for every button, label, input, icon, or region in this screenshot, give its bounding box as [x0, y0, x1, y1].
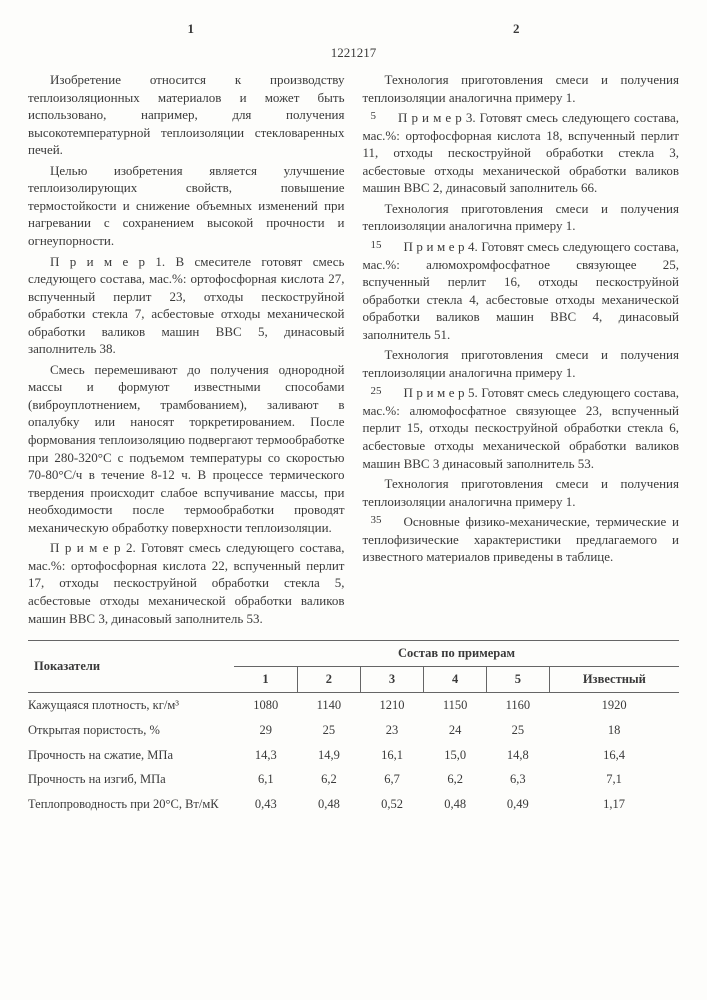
- cell: 24: [424, 718, 487, 743]
- cell: 6,2: [424, 767, 487, 792]
- cell: 16,4: [549, 743, 679, 768]
- th-col: 1: [234, 666, 298, 692]
- cell: 0,48: [424, 792, 487, 817]
- two-column-body: Изобретение относится к производству теп…: [28, 71, 679, 630]
- row-label: Открытая пористость, %: [28, 718, 234, 743]
- table-row: Кажущаяся плотность, кг/м³ 1080 1140 121…: [28, 692, 679, 717]
- cell: 18: [549, 718, 679, 743]
- table-row: Теплопроводность при 20°С, Вт/мК 0,43 0,…: [28, 792, 679, 817]
- cell: 6,1: [234, 767, 298, 792]
- col-number-left: 1: [188, 20, 195, 38]
- row-label: Кажущаяся плотность, кг/м³: [28, 692, 234, 717]
- para: 35Основные физико-механические, термичес…: [363, 513, 680, 566]
- cell: 16,1: [360, 743, 424, 768]
- th-col: 4: [424, 666, 487, 692]
- para: Смесь перемешивают до получения однородн…: [28, 361, 345, 536]
- th-col: 2: [298, 666, 361, 692]
- cell: 6,3: [487, 767, 550, 792]
- para: 15П р и м е р 4. Готовят смесь следующег…: [363, 238, 680, 343]
- cell: 6,7: [360, 767, 424, 792]
- col-number-right: 2: [513, 20, 520, 38]
- cell: 1,17: [549, 792, 679, 817]
- para: Технология приготовления смеси и получен…: [363, 346, 680, 381]
- para: П р и м е р 2. Готовят смесь следующего …: [28, 539, 345, 627]
- cell: 0,48: [298, 792, 361, 817]
- th-col: 3: [360, 666, 424, 692]
- cell: 7,1: [549, 767, 679, 792]
- para: П р и м е р 1. В смесителе готовят смесь…: [28, 253, 345, 358]
- para: Технология приготовления смеси и получен…: [363, 71, 680, 106]
- right-column: Технология приготовления смеси и получен…: [363, 71, 680, 630]
- line-number: 25: [349, 384, 382, 399]
- cell: 23: [360, 718, 424, 743]
- th-group: Состав по примерам: [234, 641, 679, 667]
- row-label: Прочность на изгиб, МПа: [28, 767, 234, 792]
- table-row: Прочность на сжатие, МПа 14,3 14,9 16,1 …: [28, 743, 679, 768]
- para: 25П р и м е р 5. Готовят смесь следующег…: [363, 384, 680, 472]
- cell: 0,52: [360, 792, 424, 817]
- line-number: 5: [349, 109, 377, 124]
- table-row: Открытая пористость, % 29 25 23 24 25 18: [28, 718, 679, 743]
- properties-table: Показатели Состав по примерам 1 2 3 4 5 …: [28, 640, 679, 817]
- cell: 0,49: [487, 792, 550, 817]
- th-col: 5: [487, 666, 550, 692]
- row-label: Прочность на сжатие, МПа: [28, 743, 234, 768]
- cell: 1150: [424, 692, 487, 717]
- page-header: 1 2: [28, 20, 679, 38]
- cell: 25: [487, 718, 550, 743]
- para: Изобретение относится к производству теп…: [28, 71, 345, 159]
- para: Технология приготовления смеси и получен…: [363, 475, 680, 510]
- row-label: Теплопроводность при 20°С, Вт/мК: [28, 792, 234, 817]
- cell: 25: [298, 718, 361, 743]
- line-number: 35: [349, 513, 382, 528]
- patent-number: 1221217: [28, 44, 679, 62]
- cell: 1920: [549, 692, 679, 717]
- cell: 15,0: [424, 743, 487, 768]
- cell: 14,9: [298, 743, 361, 768]
- left-column: Изобретение относится к производству теп…: [28, 71, 345, 630]
- cell: 14,8: [487, 743, 550, 768]
- cell: 0,43: [234, 792, 298, 817]
- cell: 14,3: [234, 743, 298, 768]
- th-indicator: Показатели: [28, 641, 234, 693]
- cell: 6,2: [298, 767, 361, 792]
- cell: 29: [234, 718, 298, 743]
- cell: 1080: [234, 692, 298, 717]
- table-row: Прочность на изгиб, МПа 6,1 6,2 6,7 6,2 …: [28, 767, 679, 792]
- cell: 1140: [298, 692, 361, 717]
- th-col: Известный: [549, 666, 679, 692]
- para: Технология приготовления смеси и получен…: [363, 200, 680, 235]
- para: Целью изобретения является улучшение теп…: [28, 162, 345, 250]
- para: 5П р и м е р 3. Готовят смесь следующего…: [363, 109, 680, 197]
- cell: 1210: [360, 692, 424, 717]
- cell: 1160: [487, 692, 550, 717]
- line-number: 15: [349, 238, 382, 253]
